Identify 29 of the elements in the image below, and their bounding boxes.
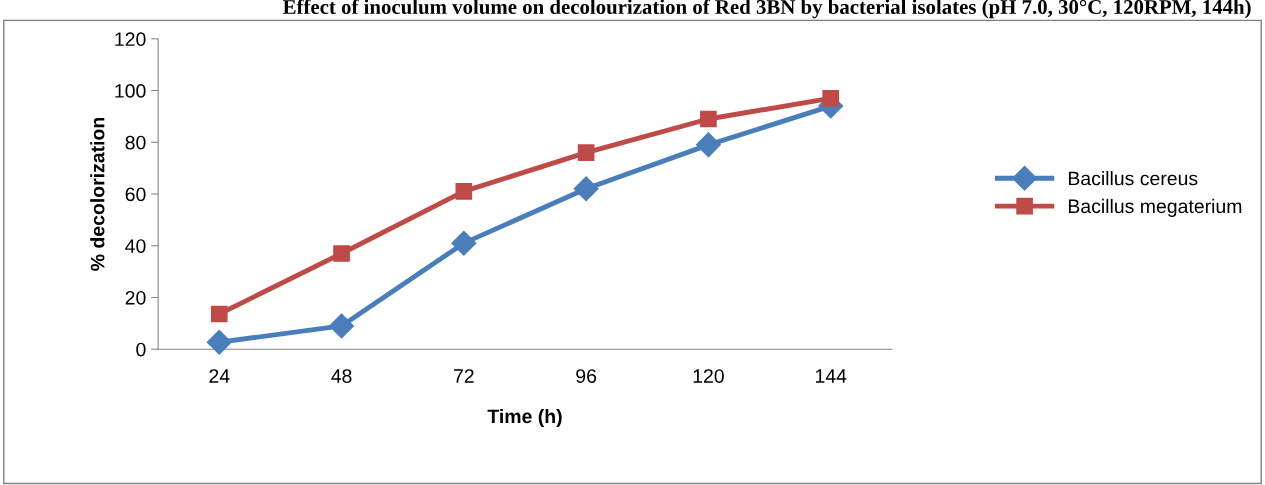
x-tick-label: 144 <box>815 369 847 383</box>
y-tick-label: 60 <box>125 187 146 202</box>
x-tick-label: 96 <box>576 369 597 383</box>
x-tick-label: 24 <box>209 369 230 383</box>
point <box>573 176 599 202</box>
point <box>206 329 232 355</box>
legend-label: Bacillus megaterium <box>1068 198 1242 217</box>
x-tick-label: 120 <box>693 369 724 383</box>
x-tick-label: 48 <box>331 369 352 383</box>
point <box>700 110 717 128</box>
y-tick-label: 100 <box>115 84 146 98</box>
x-axis-title: Time (h) <box>487 408 562 428</box>
point <box>822 89 840 107</box>
point <box>455 183 473 200</box>
point <box>329 313 355 339</box>
y-tick-label: 40 <box>125 239 146 253</box>
y-tick-label: 80 <box>125 135 146 150</box>
point <box>695 132 721 158</box>
chart-title: Effect of inoculum volume on decolourization of Red 3BN by bacterial isolates (pH 7.0, 30°C, 120RPM, 144h) <box>283 0 1251 19</box>
point <box>577 144 595 161</box>
legend-label: Bacillus cereus <box>1068 171 1198 186</box>
y-tick-label: 0 <box>136 342 146 357</box>
point <box>451 230 477 256</box>
x-tick-label: 72 <box>454 369 474 383</box>
point <box>333 245 350 262</box>
point <box>210 305 228 323</box>
y-axis-title: % decolorization <box>90 117 105 271</box>
y-tick-label: 20 <box>125 290 146 305</box>
y-tick-label: 120 <box>115 32 146 47</box>
